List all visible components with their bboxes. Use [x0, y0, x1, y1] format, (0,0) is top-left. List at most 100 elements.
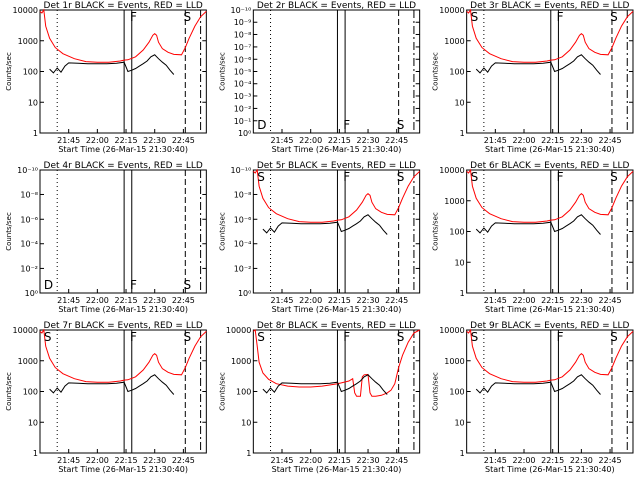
y-tick-label: 10⁻⁸ [20, 190, 38, 199]
marker-S: S [397, 118, 405, 132]
axes-frame [39, 329, 207, 454]
x-tick-label: 22:00 [512, 456, 535, 465]
y-axis-label: Counts/sec [432, 372, 440, 411]
x-tick-label: 22:45 [172, 136, 195, 145]
y-tick-label: 10000 [439, 6, 464, 15]
x-tick-label: 22:15 [328, 136, 351, 145]
x-tick-label: 22:15 [328, 456, 351, 465]
y-tick-label: 10 [241, 418, 251, 427]
x-axis-label: Start Time (26-Mar-15 21:30:40) [485, 145, 615, 154]
x-tick-label: 22:30 [357, 456, 380, 465]
y-tick-label: 10⁻² [234, 264, 252, 273]
y-axis-label: Counts/sec [5, 372, 13, 411]
x-tick-label: 22:30 [357, 296, 380, 305]
x-tick-label: 21:45 [484, 456, 507, 465]
y-tick-label: 10 [28, 418, 38, 427]
marker-S: S [257, 330, 265, 344]
panel-title: Det 3r BLACK = Events, RED = LLD [470, 1, 629, 11]
x-tick-label: 22:15 [115, 456, 138, 465]
y-tick-label: 1000 [18, 37, 38, 46]
y-axis-label: Counts/sec [432, 52, 440, 91]
axes-frame [39, 169, 207, 294]
y-tick-label: 1 [460, 449, 465, 458]
y-tick-label: 10⁻⁹ [234, 18, 252, 27]
x-tick-label: 21:45 [57, 136, 80, 145]
marker-F: F [343, 118, 350, 132]
x-tick-label: 22:00 [299, 456, 322, 465]
panel-det-1: Det 1r BLACK = Events, RED = LLD 1 10 100 10… [5, 1, 207, 154]
y-tick-label: 10⁰ [238, 129, 251, 138]
y-tick-label: 10⁻⁶ [234, 55, 252, 64]
y-tick-label: 10⁰ [25, 289, 38, 298]
events-series-line [49, 374, 175, 395]
x-tick-label: 22:30 [357, 136, 380, 145]
x-axis-label: Start Time (26-Mar-15 21:30:40) [58, 465, 188, 474]
marker-S: S [183, 278, 191, 292]
x-tick-label: 22:15 [115, 136, 138, 145]
x-axis-label: Start Time (26-Mar-15 21:30:40) [485, 465, 615, 474]
lld-series-line [466, 8, 634, 63]
x-tick-label: 22:45 [172, 296, 195, 305]
panel-det-4: Det 4r BLACK = Events, RED = LLD 10⁰ 10⁻² 1… [5, 161, 207, 314]
y-tick-label: 10⁻² [234, 104, 252, 113]
x-tick-label: 22:15 [115, 296, 138, 305]
y-tick-label: 1000 [444, 357, 464, 366]
lld-series-line [466, 328, 634, 383]
panel-det-9: Det 9r BLACK = Events, RED = LLD 1 10 100 10… [432, 321, 634, 474]
marker-F: F [343, 330, 350, 344]
marker-D: D [257, 118, 266, 132]
x-tick-label: 22:00 [86, 136, 109, 145]
y-tick-label: 10000 [226, 326, 251, 335]
lld-series-line [252, 168, 421, 223]
marker-S: S [44, 330, 52, 344]
y-tick-label: 10⁰ [238, 289, 251, 298]
y-tick-label: 10 [28, 98, 38, 107]
axes-frame [252, 169, 421, 294]
y-tick-label: 10 [454, 258, 464, 267]
marker-S: S [471, 10, 479, 24]
x-tick-label: 22:45 [599, 296, 622, 305]
panel-title: Det 8r BLACK = Events, RED = LLD [257, 321, 416, 331]
panel-title: Det 6r BLACK = Events, RED = LLD [470, 161, 629, 171]
x-tick-label: 22:00 [512, 136, 535, 145]
panel-title: Det 7r BLACK = Events, RED = LLD [44, 321, 203, 331]
panel-title: Det 4r BLACK = Events, RED = LLD [44, 161, 203, 171]
y-axis-label: Counts/sec [218, 52, 226, 91]
panel-det-7: Det 7r BLACK = Events, RED = LLD 1 10 100 10… [5, 321, 207, 474]
panel-det-3: Det 3r BLACK = Events, RED = LLD 1 10 100 10… [432, 1, 634, 154]
y-tick-label: 10⁻¹ [234, 117, 252, 126]
y-tick-label: 1 [246, 449, 251, 458]
y-tick-label: 10⁻⁶ [20, 215, 38, 224]
y-tick-label: 1000 [444, 37, 464, 46]
x-tick-label: 21:45 [270, 136, 293, 145]
x-tick-label: 22:30 [570, 296, 593, 305]
x-tick-label: 21:45 [57, 296, 80, 305]
marker-S: S [183, 10, 191, 24]
x-tick-label: 22:45 [599, 456, 622, 465]
panel-det-2: Det 2r BLACK = Events, RED = LLD 10⁰ 10⁻¹ 1… [218, 1, 421, 154]
y-tick-label: 10⁻² [20, 264, 38, 273]
y-axis-label: Counts/sec [5, 212, 13, 251]
y-tick-label: 1000 [444, 197, 464, 206]
events-series-line [475, 214, 601, 235]
lld-series-line [39, 8, 207, 63]
marker-F: F [130, 330, 137, 344]
axes-frame [466, 9, 634, 134]
events-series-line [475, 374, 601, 395]
x-tick-label: 22:00 [86, 296, 109, 305]
events-series-line [49, 54, 175, 75]
marker-S: S [471, 170, 479, 184]
marker-F: F [130, 278, 137, 292]
marker-S: S [610, 170, 618, 184]
y-tick-label: 10000 [439, 326, 464, 335]
x-tick-label: 22:30 [143, 136, 166, 145]
y-tick-label: 10 [454, 418, 464, 427]
y-tick-label: 1 [460, 129, 465, 138]
y-tick-label: 10000 [13, 6, 38, 15]
events-series-line [262, 374, 388, 395]
y-tick-label: 1000 [231, 357, 251, 366]
axes-frame [466, 329, 634, 454]
panel-det-6: Det 6r BLACK = Events, RED = LLD 1 10 100 10… [432, 161, 634, 314]
y-tick-label: 10000 [13, 326, 38, 335]
